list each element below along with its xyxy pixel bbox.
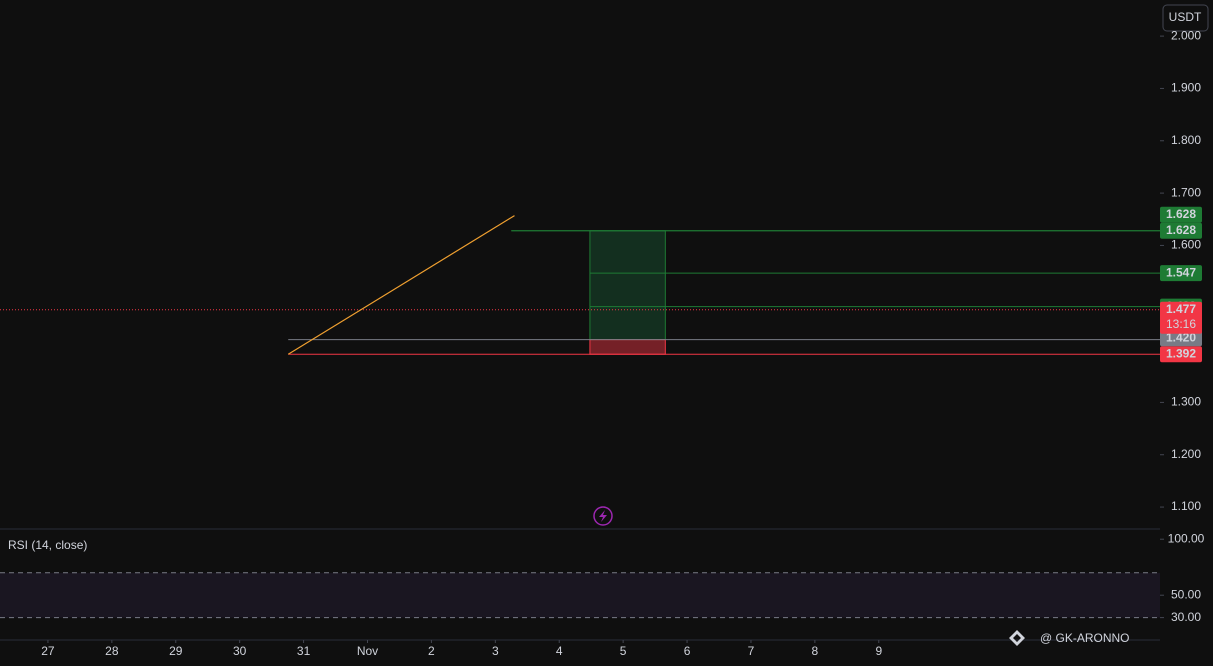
watermark-logo — [1009, 630, 1025, 646]
y-tick-label: 1.900 — [1171, 81, 1201, 95]
y-tick-label: 2.000 — [1171, 28, 1201, 42]
x-tick-label: 4 — [556, 644, 563, 658]
y-tick-label: 30.00 — [1171, 610, 1201, 624]
y-tick-label: 50.00 — [1171, 587, 1201, 601]
level-label-box — [1160, 265, 1202, 282]
level-label-box — [1160, 206, 1202, 223]
y-tick-label: 100.00 — [1168, 531, 1205, 545]
currency-button[interactable] — [1162, 4, 1209, 32]
current-price-box — [1160, 301, 1202, 334]
y-tick-label: 1.800 — [1171, 133, 1201, 147]
position-target — [589, 230, 666, 341]
x-tick-label: 8 — [812, 644, 819, 658]
x-tick-label: 28 — [105, 644, 119, 658]
watermark: @ GK-ARONNO — [1040, 631, 1130, 645]
level-label: 1.628 — [1166, 223, 1196, 237]
y-tick-label: 1.200 — [1171, 447, 1201, 461]
level-label-box — [1160, 222, 1202, 239]
y-tick-label: 1.100 — [1171, 499, 1201, 513]
x-tick-label: 6 — [684, 644, 691, 658]
x-tick-label: 3 — [492, 644, 499, 658]
level-label-box — [1160, 330, 1202, 347]
x-tick-label: 5 — [620, 644, 627, 658]
x-tick-label: 30 — [233, 644, 247, 658]
trendline — [287, 215, 515, 355]
current-price-label: 1.477 — [1166, 302, 1196, 316]
x-tick-label: 9 — [875, 644, 882, 658]
x-tick-label: Nov — [357, 644, 378, 658]
level-label: 1.420 — [1166, 330, 1196, 344]
rsi-band — [0, 572, 1160, 618]
y-tick-label: 1.300 — [1171, 395, 1201, 409]
x-tick-label: 29 — [169, 644, 183, 658]
x-tick-label: 2 — [428, 644, 435, 658]
level-label: 1.628 — [1166, 207, 1196, 221]
level-label: 1.547 — [1166, 265, 1196, 279]
lightning-icon[interactable] — [593, 506, 613, 526]
x-tick-label: 27 — [41, 644, 55, 658]
countdown-label: 13:16 — [1166, 317, 1196, 331]
pane-title: RSI (14, close) — [8, 538, 87, 552]
y-tick-label: 1.700 — [1171, 185, 1201, 199]
x-tick-label: 7 — [748, 644, 755, 658]
level-label-box — [1160, 346, 1202, 363]
lightning-bolt — [599, 510, 607, 522]
position-stop — [589, 339, 666, 355]
y-tick-label: 1.600 — [1171, 238, 1201, 252]
currency-label: USDT — [1169, 10, 1202, 24]
x-tick-label: 31 — [297, 644, 311, 658]
level-label: 1.392 — [1166, 346, 1196, 360]
